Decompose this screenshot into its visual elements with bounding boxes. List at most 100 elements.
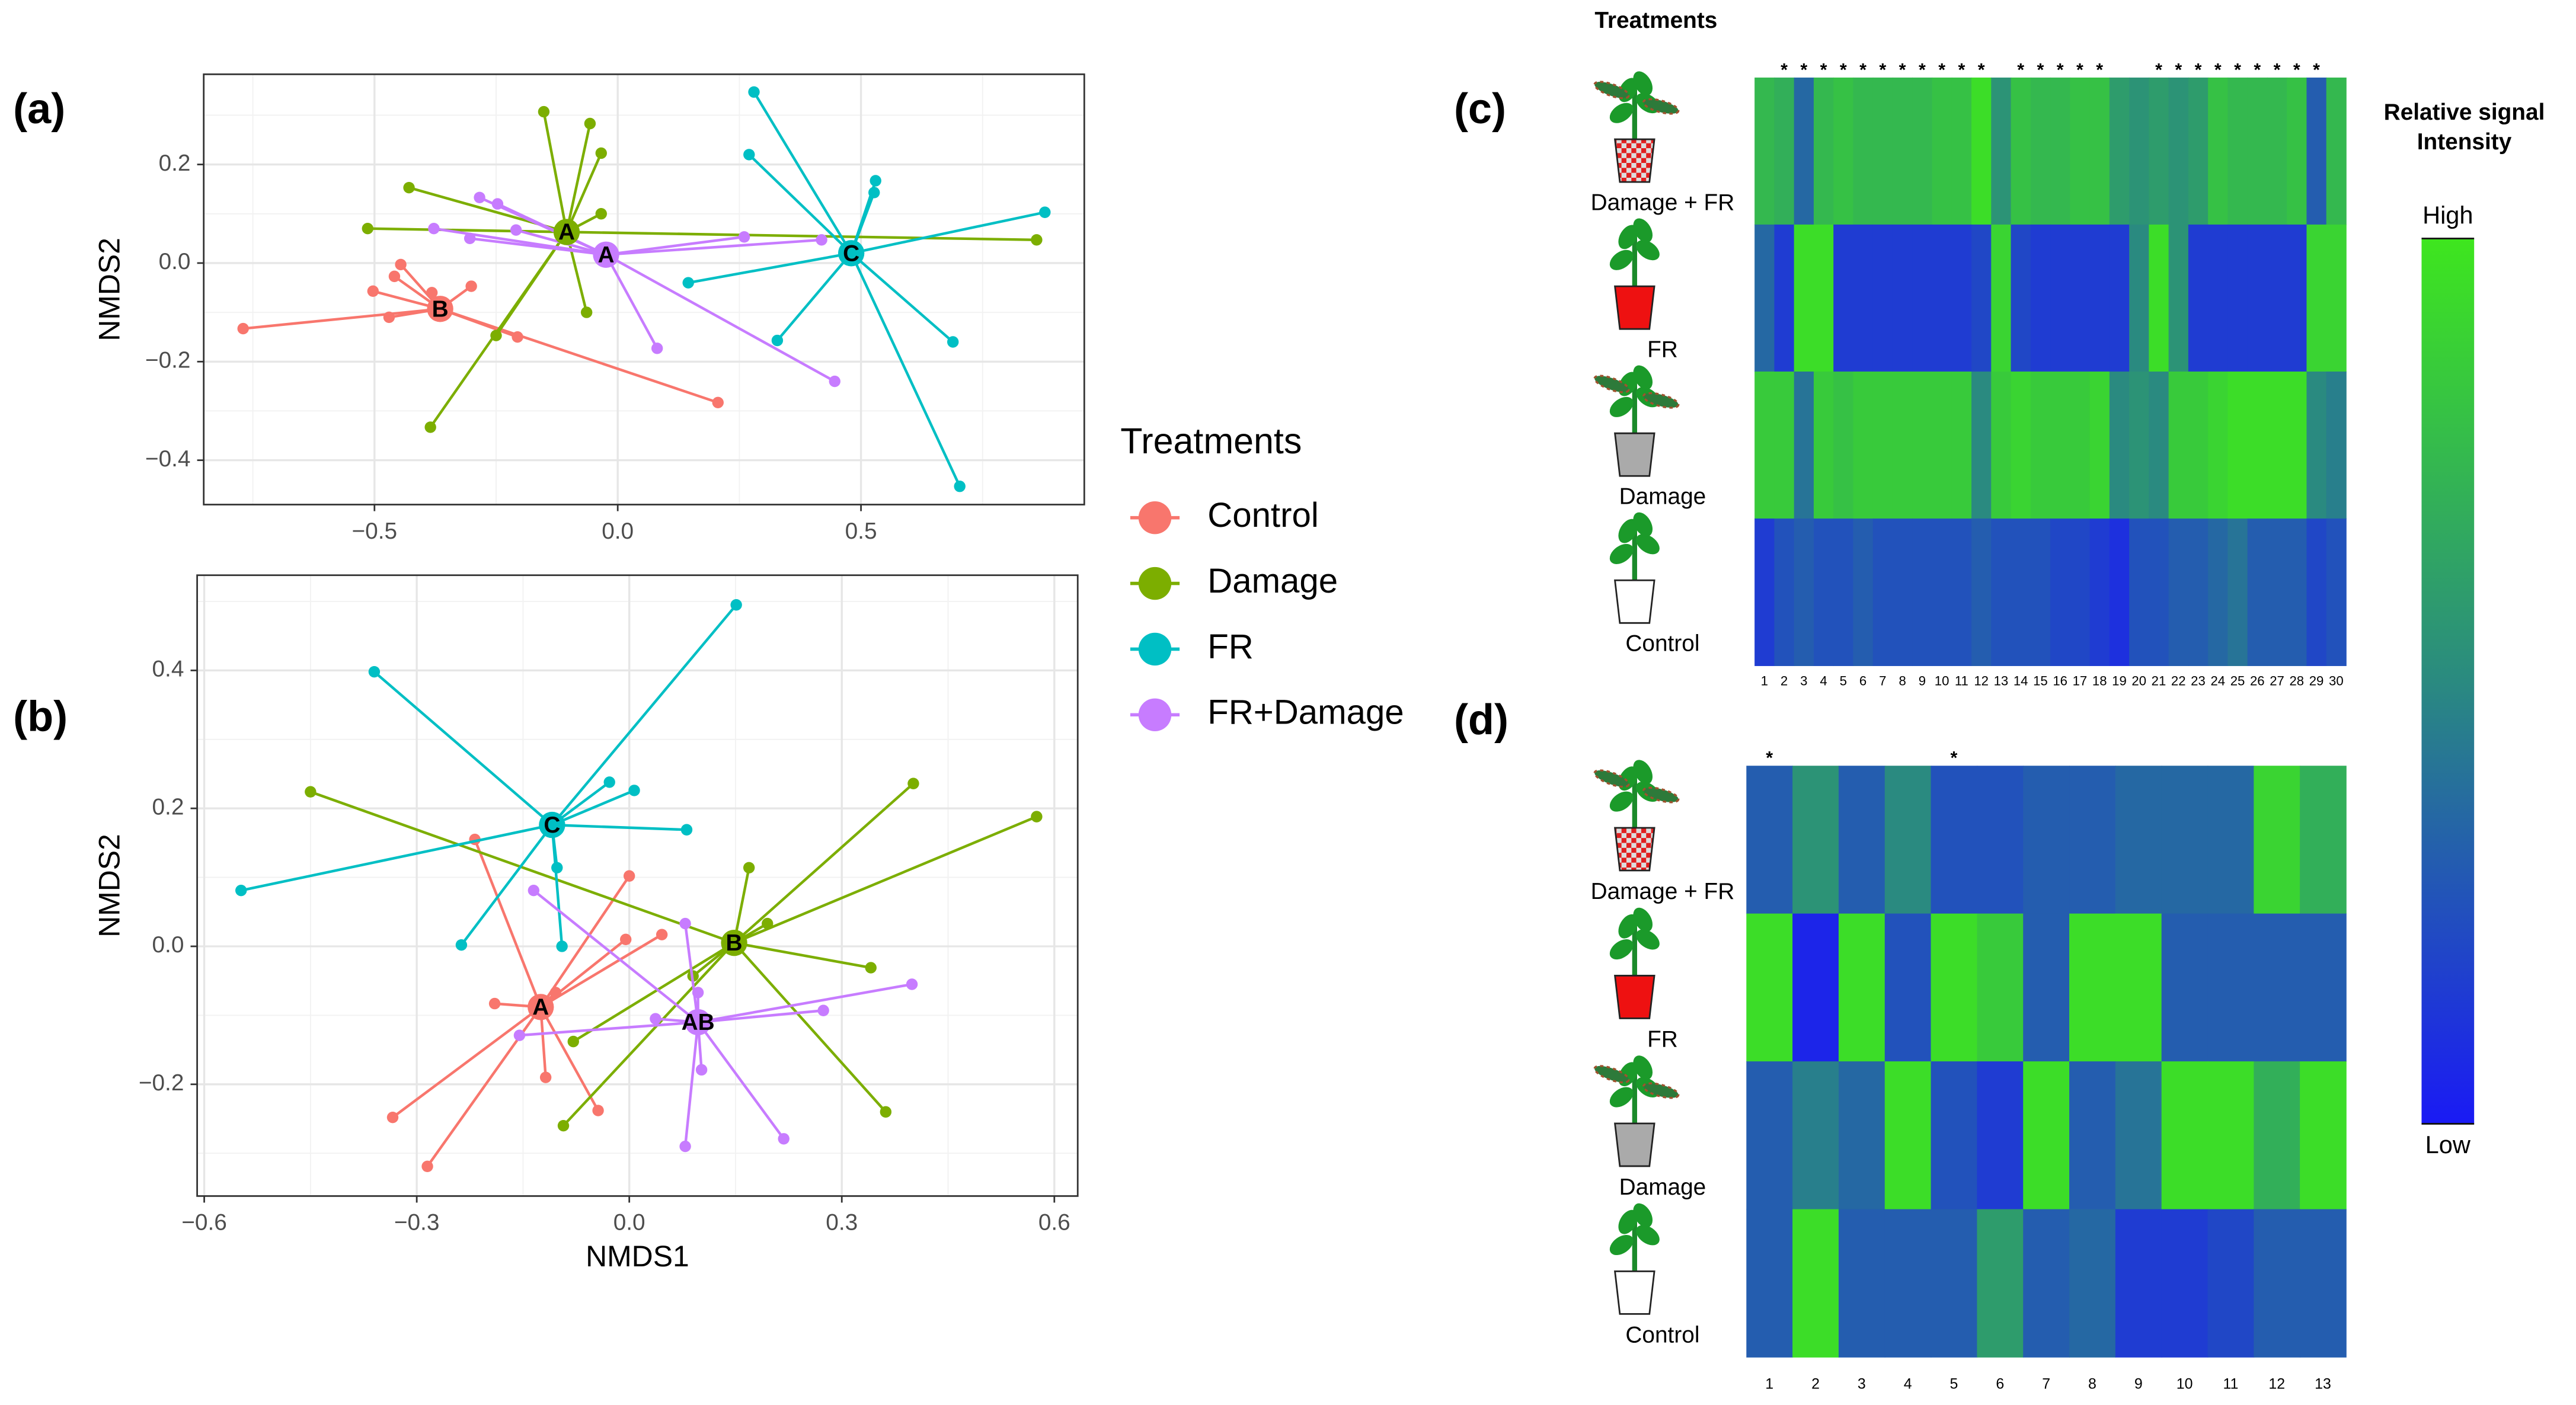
spider-line (565, 123, 592, 232)
column-label: 21 (2152, 674, 2166, 689)
column-label: 22 (2171, 674, 2186, 689)
heatmap-cell (2188, 519, 2209, 666)
point (907, 777, 919, 789)
column-label: 11 (2223, 1376, 2238, 1393)
heatmap-cell (1794, 372, 1814, 519)
colorbar-title: Intensity (2417, 129, 2512, 155)
spider-line (497, 203, 607, 256)
spider-line (540, 933, 663, 1009)
heatmap-cell (2069, 1209, 2116, 1358)
point (367, 285, 379, 297)
point (743, 149, 755, 161)
point (738, 231, 750, 243)
point (650, 1013, 661, 1025)
heatmap-cell (1971, 519, 1992, 666)
heatmap-cell (1991, 372, 2012, 519)
column-label: 5 (1950, 1376, 1958, 1393)
heatmap-cell (2254, 766, 2300, 914)
heatmap-cell (2254, 913, 2300, 1062)
row-label: Damage + FR (1591, 879, 1735, 904)
heatmap-cell (2300, 1209, 2347, 1358)
column-label: 10 (2177, 1376, 2193, 1393)
y-tick-label: 0.0 (159, 249, 191, 274)
spider-line (683, 1022, 699, 1147)
heatmap-cell (1991, 224, 2012, 372)
heatmap-cell (1991, 519, 2012, 666)
panel-label: (c) (1454, 85, 1506, 133)
heatmap-cell (1951, 519, 1972, 666)
plot-border (196, 574, 1079, 1197)
point (947, 336, 959, 348)
point (730, 599, 742, 611)
point (368, 665, 381, 678)
centroid-label: A (597, 242, 614, 268)
significance-mark: * (2234, 60, 2241, 80)
heatmap-cell (2287, 372, 2307, 519)
heatmap-cell (1912, 224, 1933, 372)
spider-line (542, 111, 568, 232)
column-label: 16 (2053, 674, 2067, 689)
column-label: 25 (2230, 674, 2245, 689)
heatmap-cell (2089, 77, 2110, 225)
heatmap-cell (1872, 372, 1893, 519)
heatmap-cell (1853, 372, 1874, 519)
spider-line (734, 941, 871, 969)
point (865, 962, 877, 974)
heatmap-cell (2326, 372, 2347, 519)
heatmap-cell (1931, 766, 1978, 914)
point (906, 978, 918, 990)
plant-icon (1609, 907, 1660, 1019)
point (628, 785, 640, 796)
heatmap-cell (2129, 372, 2150, 519)
heatmap-cell (2129, 77, 2150, 225)
heatmap-cell (2030, 77, 2051, 225)
point (549, 987, 562, 998)
point (651, 343, 663, 354)
point (538, 105, 550, 118)
spider-line (688, 252, 852, 284)
point (557, 1119, 570, 1132)
heatmap-cell (2011, 519, 2031, 666)
heatmap-cell (1754, 77, 1775, 225)
x-axis-title: NMDS1 (586, 1240, 689, 1273)
heatmap-cell (1884, 1209, 1932, 1358)
significance-mark: * (2175, 60, 2182, 80)
column-label: 18 (2092, 674, 2107, 689)
point (682, 277, 694, 289)
heatmap-cell (1853, 519, 1874, 666)
heatmap-cell (2227, 224, 2248, 372)
heatmap-cell (2161, 1061, 2209, 1210)
heatmap-cell (1853, 224, 1874, 372)
point (712, 396, 724, 409)
heatmap-cell (2207, 1061, 2255, 1210)
plant-icon (1593, 71, 1680, 183)
spider-line (460, 824, 554, 946)
heatmap-cell (1912, 77, 1933, 225)
legend-label: FR+Damage (1207, 693, 1404, 732)
heatmap-cell (1794, 519, 1814, 666)
heatmap-cell (2089, 372, 2110, 519)
column-label: 30 (2329, 674, 2344, 689)
heatmap-cell (1884, 1061, 1932, 1210)
point (305, 786, 317, 798)
centroid-label: C (544, 812, 560, 838)
x-tick-label: 0.0 (602, 519, 634, 544)
legend-label: Control (1207, 496, 1319, 535)
heatmap-cell (2188, 224, 2209, 372)
heatmap-cell (2161, 766, 2209, 914)
heatmap-cell (2115, 1209, 2162, 1358)
significance-mark: * (1820, 60, 1827, 80)
heatmap-cell (2227, 519, 2248, 666)
column-label: 2 (1811, 1376, 1820, 1393)
legend-key (1138, 567, 1172, 600)
heatmap-cell (1838, 766, 1885, 914)
column-label: 5 (1840, 674, 1847, 689)
point (465, 280, 477, 292)
point (528, 884, 540, 897)
heatmap-cell (2267, 372, 2288, 519)
heatmap-cell (1977, 1209, 2024, 1358)
y-tick-label: 0.0 (152, 932, 184, 958)
legend-label: Damage (1207, 562, 1338, 600)
heatmap-cell (2300, 913, 2347, 1062)
